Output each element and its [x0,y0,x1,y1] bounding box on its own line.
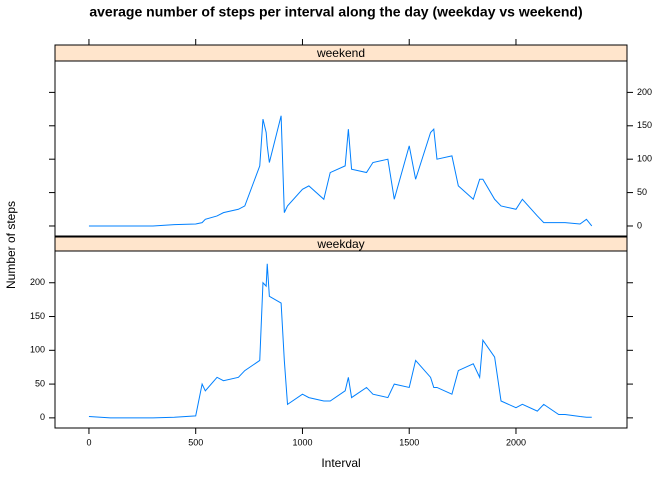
panel-frame [54,236,628,429]
strip-label: weekend [316,46,365,60]
y-tick-label: 150 [637,120,652,130]
series-line [88,115,593,227]
y-tick-label: 100 [637,154,652,164]
strip-label: weekday [316,237,364,251]
y-tick-label: 200 [30,277,45,287]
y-tick-label: 200 [637,87,652,97]
y-axis-label: Number of steps [4,201,18,289]
y-tick-label: 0 [637,220,642,230]
panel-frame [54,44,628,237]
y-tick-label: 0 [40,412,45,422]
x-tick-label: 0 [86,437,91,447]
x-tick-label: 1500 [399,437,419,447]
y-tick-label: 50 [35,378,45,388]
x-tick-label: 2000 [506,437,526,447]
x-tick-label: 500 [188,437,203,447]
x-axis-label: Interval [321,456,360,470]
chart-title: average number of steps per interval alo… [89,4,582,20]
y-tick-label: 50 [637,187,647,197]
y-tick-label: 100 [30,345,45,355]
y-tick-label: 150 [30,311,45,321]
x-tick-label: 1000 [292,437,312,447]
series-line [88,263,592,419]
